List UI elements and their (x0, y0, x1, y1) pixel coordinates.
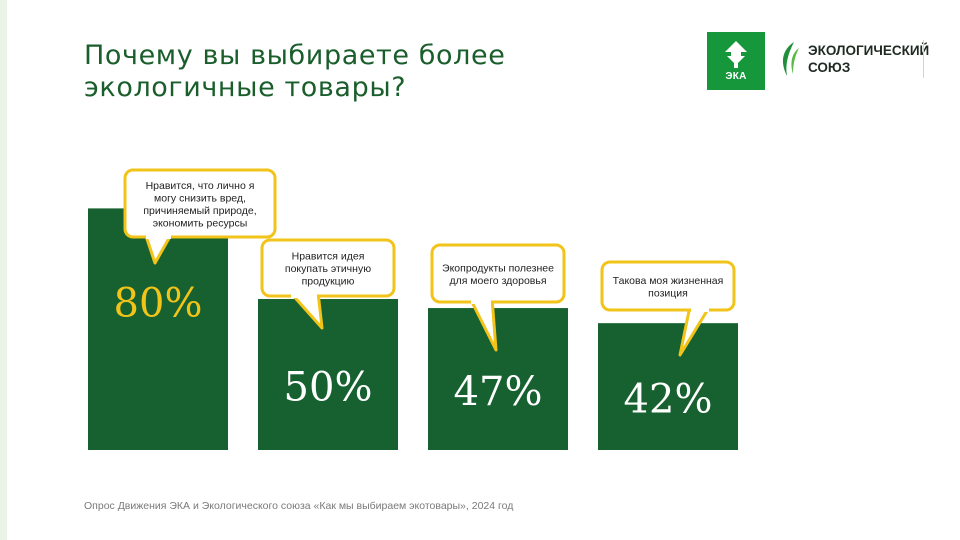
callout-seam (146, 234, 171, 239)
category-label: продукцию (302, 276, 355, 288)
callout-seam (291, 293, 317, 298)
eka-logo-text: ЭКА (725, 71, 747, 82)
category-label: позиция (648, 287, 688, 299)
callout-box (430, 243, 566, 304)
leaf-flame-icon (782, 42, 799, 76)
bar-value-label: 42% (624, 377, 713, 423)
left-accent-stripe (0, 0, 7, 540)
callout-box (123, 168, 277, 239)
eco-union-logo: ЭКОЛОГИЧЕСКИЙ СОЮЗ (778, 40, 929, 80)
category-label: покупать этичную (285, 263, 371, 275)
source-footnote: Опрос Движения ЭКА и Экологического союз… (84, 500, 514, 512)
category-label: Такова моя жизненная (613, 275, 724, 287)
bar (598, 323, 738, 450)
category-label: Нравится, что лично я (146, 180, 255, 192)
tree-arrow-icon (725, 41, 747, 68)
eco-union-line-1: ЭКОЛОГИЧЕСКИЙ (808, 43, 930, 58)
category-label: для моего здоровья (449, 275, 546, 287)
bar (258, 299, 398, 450)
eco-union-line-2: СОЮЗ (808, 60, 851, 75)
logo-divider (923, 40, 924, 78)
title-line-2: экологичные товары? (84, 72, 407, 103)
category-label: Экопродукты полезнее (442, 262, 554, 274)
category-label: могу снизить вред, (154, 192, 246, 204)
callout-box (260, 238, 396, 298)
category-label: экономить ресурсы (153, 217, 248, 229)
eco-union-logo-text: ЭКОЛОГИЧЕСКИЙ СОЮЗ (808, 42, 929, 76)
bar-value-label: 47% (454, 369, 543, 415)
bar-value-label: 80% (114, 280, 203, 326)
category-label: Нравится идея (292, 251, 365, 263)
title-line-1: Почему вы выбираете более (84, 40, 506, 71)
callout-seam (691, 307, 709, 312)
category-label: причиняемый природе, (143, 205, 256, 217)
callout-box (600, 260, 736, 312)
callout-seam (471, 299, 491, 304)
bar-value-label: 50% (284, 365, 373, 411)
eka-logo: ЭКА (707, 32, 765, 90)
page-title: Почему вы выбираете более экологичные то… (84, 40, 644, 104)
bar (428, 308, 568, 450)
